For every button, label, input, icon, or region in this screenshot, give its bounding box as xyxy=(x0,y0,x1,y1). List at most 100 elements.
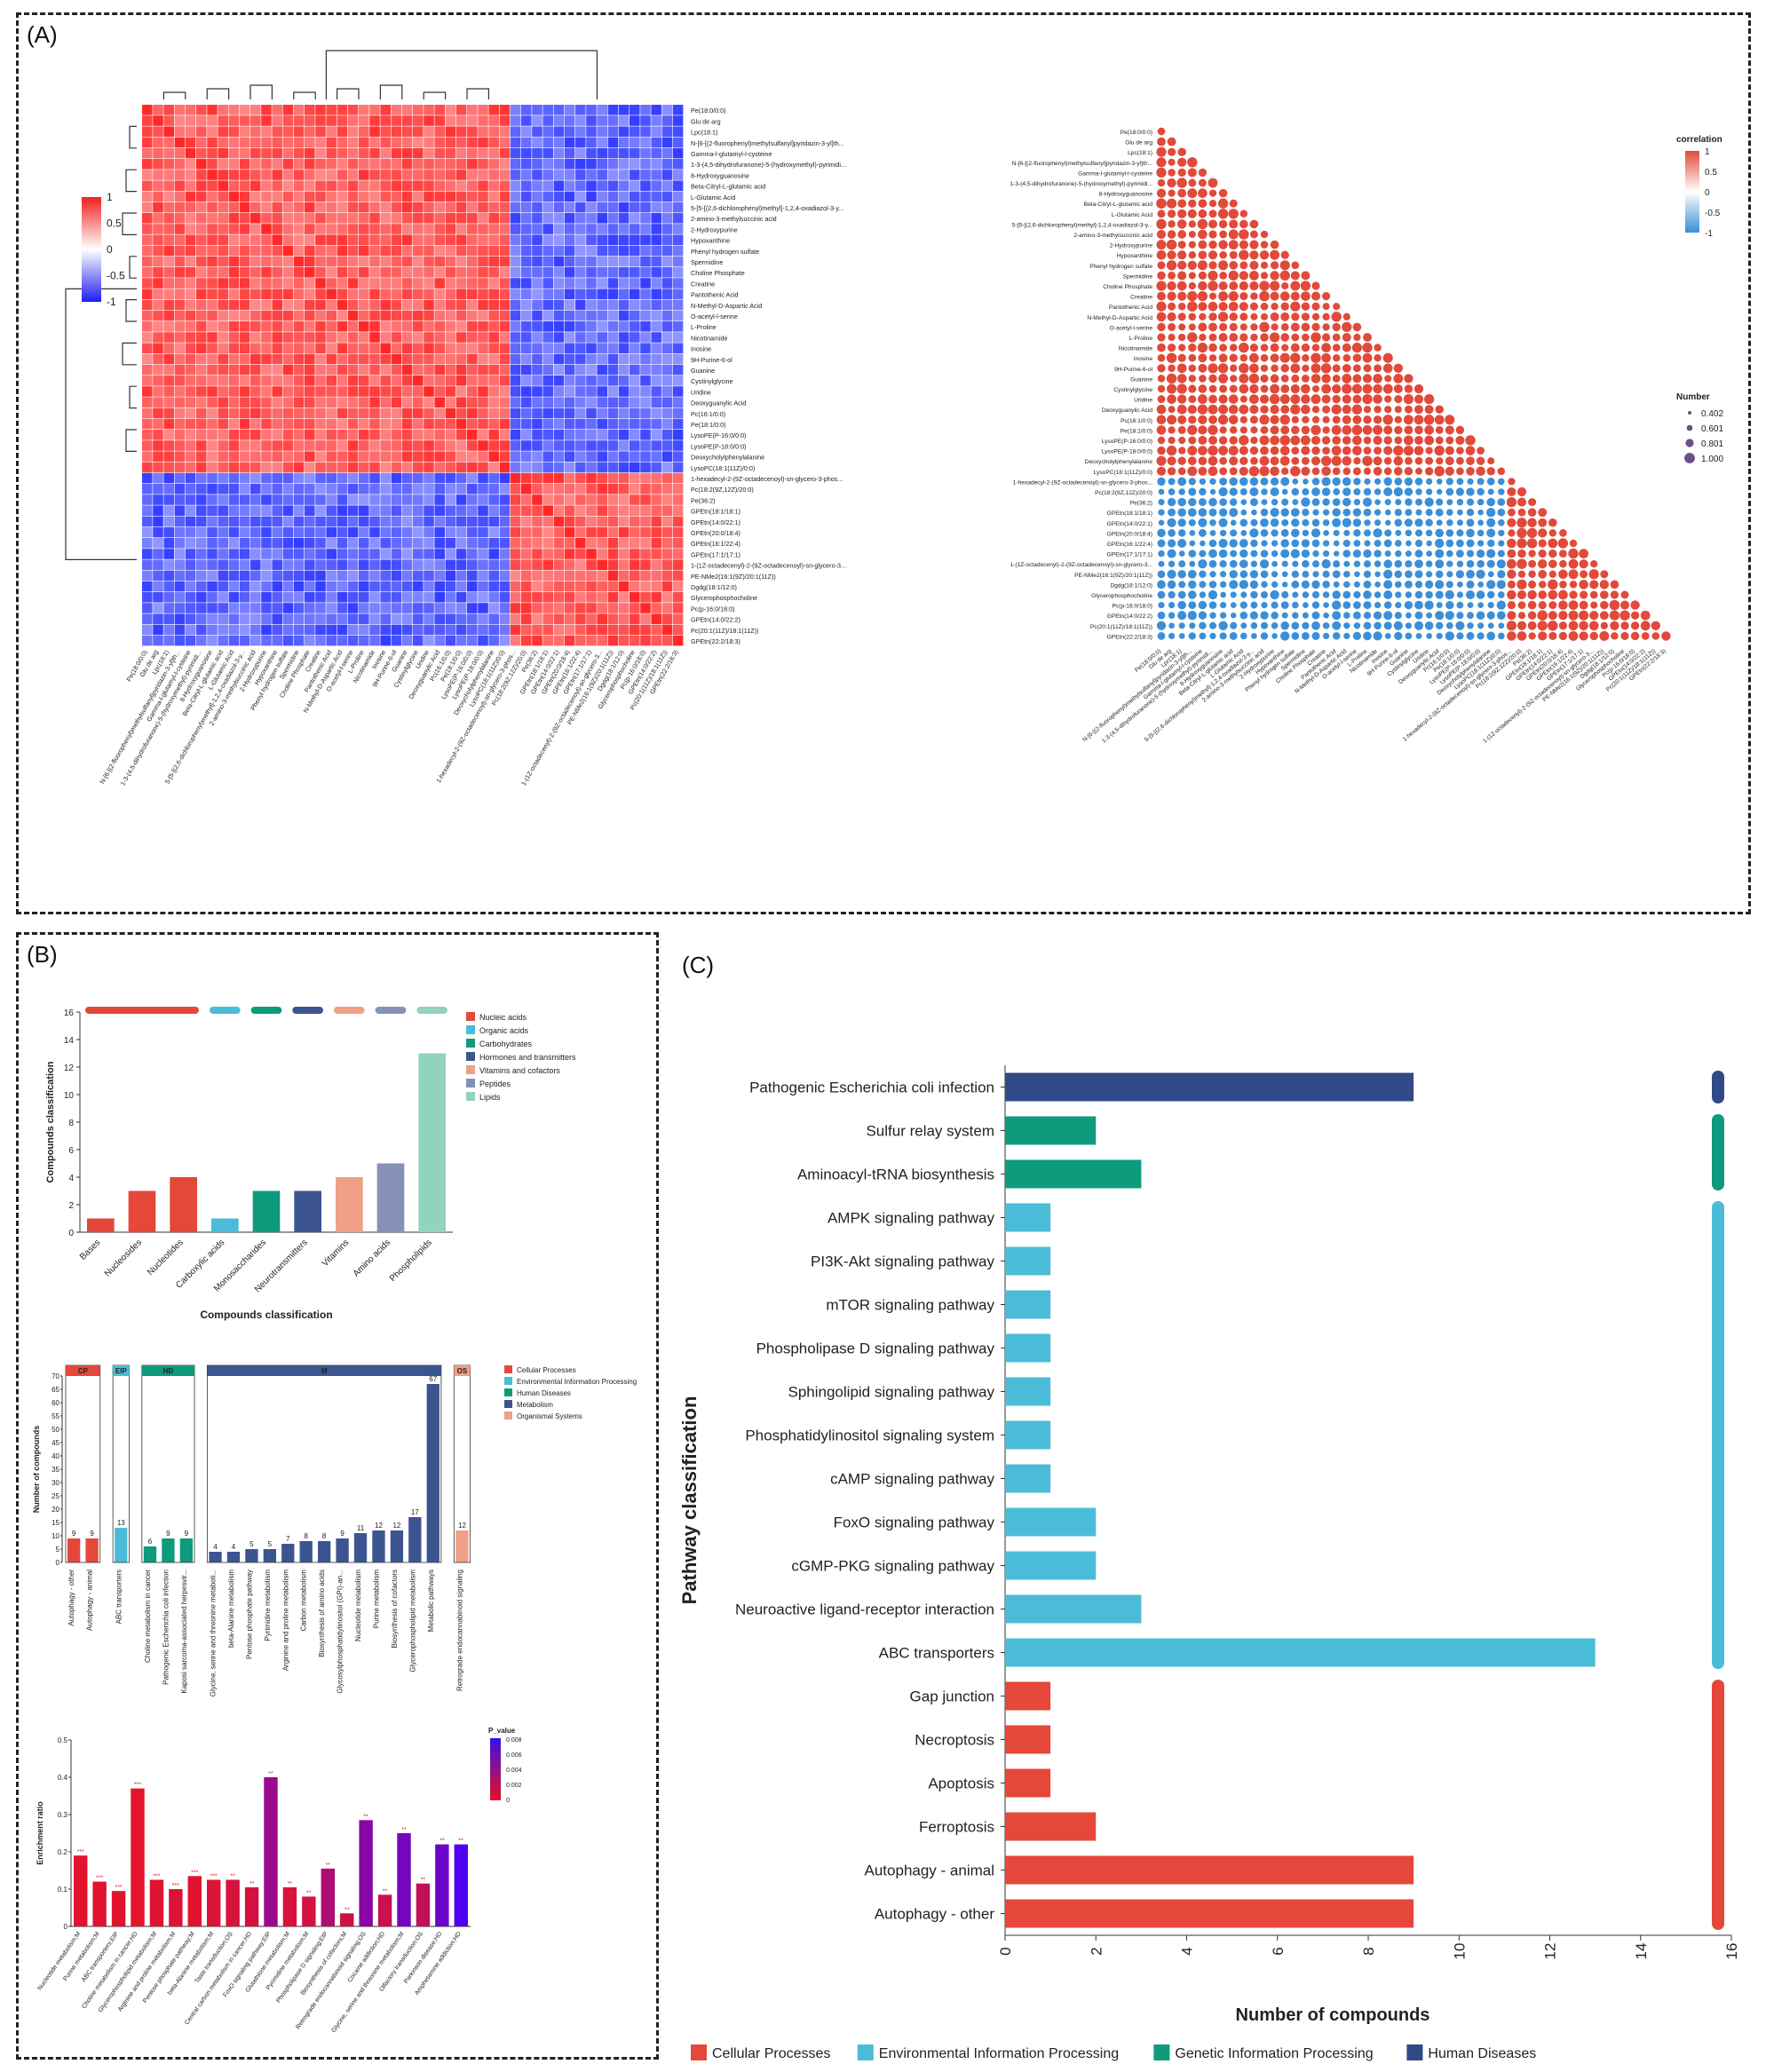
heatmap-cell xyxy=(467,332,478,343)
heatmap-cell xyxy=(337,451,348,462)
heatmap-cell xyxy=(142,397,153,407)
heatmap-cell xyxy=(401,592,413,603)
heatmap-cell xyxy=(424,332,434,343)
heatmap-cell xyxy=(510,256,521,267)
c-category-label: Pathogenic Escherichia coli infection xyxy=(749,1079,994,1096)
corr-dot xyxy=(1208,424,1218,436)
heatmap-cell xyxy=(586,418,597,430)
heatmap-cell xyxy=(640,472,651,484)
heatmap-cell xyxy=(369,159,380,170)
heatmap-cell xyxy=(532,364,542,376)
corr-dot xyxy=(1405,498,1413,506)
b1-legend-label: Lipids xyxy=(479,1093,501,1102)
heatmap-cell xyxy=(651,386,661,397)
corr-dot xyxy=(1197,290,1208,302)
corr-dot xyxy=(1218,404,1229,415)
heatmap-cell xyxy=(488,451,499,462)
heatmap-cell xyxy=(196,159,207,170)
heatmap-cell xyxy=(640,170,651,180)
heatmap-cell xyxy=(326,484,337,494)
corr-dot xyxy=(1405,529,1413,537)
heatmap-cell xyxy=(196,115,207,126)
dendrogram-top-leafgroup xyxy=(293,91,316,99)
heatmap-cell xyxy=(413,256,424,267)
heatmap-cell xyxy=(282,484,294,494)
heatmap-cell xyxy=(661,386,673,397)
corr-dot xyxy=(1414,467,1423,475)
corr-dot xyxy=(1188,384,1197,393)
heatmap-cell xyxy=(618,494,630,505)
corr-dot xyxy=(1291,374,1300,383)
corr-dot xyxy=(1394,406,1402,414)
heatmap-cell xyxy=(272,538,282,549)
heatmap-cell xyxy=(521,343,532,353)
corr-dot xyxy=(1219,250,1227,259)
corr-dot xyxy=(1177,199,1187,209)
heatmap-cell xyxy=(455,397,467,407)
heatmap-cell xyxy=(553,115,565,126)
heatmap-cell xyxy=(359,267,369,278)
b2-bar xyxy=(162,1538,175,1562)
heatmap-cell xyxy=(369,170,380,180)
heatmap-cell xyxy=(575,180,586,191)
heatmap-cell xyxy=(542,332,553,343)
heatmap-cell xyxy=(282,440,294,451)
heatmap-cell xyxy=(185,613,196,624)
b2-category-label: Carbon metabolism xyxy=(300,1570,308,1632)
heatmap-cell xyxy=(153,559,163,570)
heatmap-cell xyxy=(553,407,565,419)
heatmap-cell xyxy=(424,538,434,549)
heatmap-cell xyxy=(510,245,521,257)
heatmap-cell xyxy=(510,526,521,538)
b3-bar xyxy=(244,1886,259,1926)
heatmap-cell xyxy=(218,603,228,613)
corr-dot xyxy=(1218,219,1228,229)
heatmap-cell xyxy=(488,526,499,538)
heatmap-cell xyxy=(305,376,315,386)
heatmap-cell xyxy=(640,213,651,224)
corr-dot xyxy=(1342,467,1351,476)
b2-ytick-label: 65 xyxy=(51,1386,59,1394)
heatmap-cell xyxy=(532,137,542,148)
heatmap-cell xyxy=(218,343,228,353)
heatmap-cell xyxy=(413,603,424,613)
heatmap-cell xyxy=(207,332,218,343)
corr-dot xyxy=(1362,342,1373,353)
corr-dot xyxy=(1526,527,1538,539)
corr-dot xyxy=(1218,373,1229,384)
dendrogram-top-root xyxy=(325,50,598,73)
corr-dot xyxy=(1280,477,1290,486)
heatmap-cell xyxy=(305,472,315,484)
heatmap-cell xyxy=(618,440,630,451)
corr-dot xyxy=(1188,272,1196,280)
corr-dot xyxy=(1589,631,1598,641)
corr-dot xyxy=(1168,560,1176,567)
heatmap-cell xyxy=(369,494,380,505)
corr-dot xyxy=(1342,343,1351,352)
heatmap-cell xyxy=(413,407,424,419)
heatmap-cell xyxy=(218,353,228,365)
heatmap-cell xyxy=(651,245,661,257)
corr-dot xyxy=(1517,579,1527,590)
heatmap-cell xyxy=(618,105,630,115)
heatmap-cell xyxy=(196,581,207,592)
corr-dot xyxy=(1177,600,1186,610)
corr-dot xyxy=(1467,602,1474,609)
heatmap-cell xyxy=(142,538,153,549)
heatmap-cell xyxy=(488,267,499,278)
c-bar xyxy=(1005,1333,1051,1363)
corr-dot xyxy=(1178,436,1186,445)
heatmap-cell xyxy=(326,397,337,407)
b2-bar xyxy=(67,1538,81,1562)
heatmap-cell xyxy=(630,624,640,636)
heatmap-cell xyxy=(207,635,218,646)
corr-dot xyxy=(1342,487,1351,496)
heatmap-cell xyxy=(153,418,163,430)
corr-dot xyxy=(1384,499,1391,506)
corr-size-label: 0.801 xyxy=(1701,439,1723,449)
heatmap-cell xyxy=(326,494,337,505)
corr-dot xyxy=(1538,601,1547,610)
heatmap-cell xyxy=(542,256,553,267)
heatmap-cell xyxy=(326,516,337,527)
corr-dot xyxy=(1250,518,1258,526)
